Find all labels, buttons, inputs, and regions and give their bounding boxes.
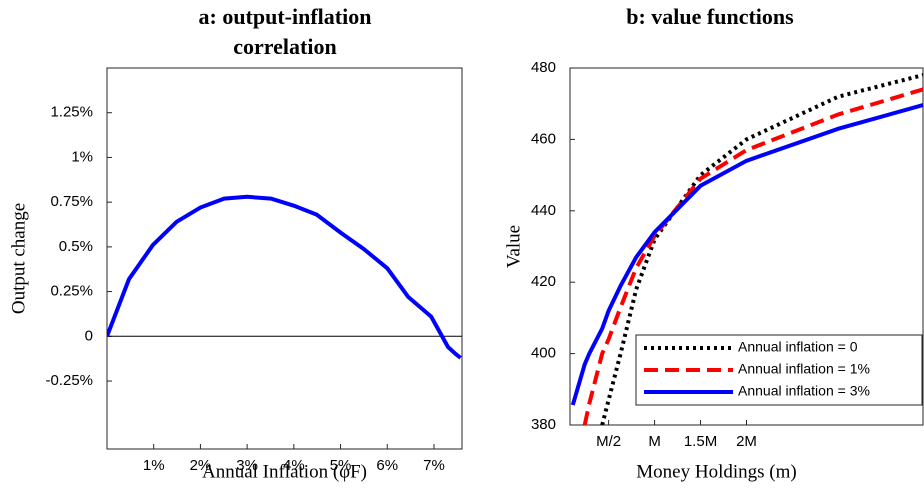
x-tick-label: 4%: [283, 457, 305, 474]
y-tick-label: 460: [531, 130, 556, 147]
x-tick-label: 1.5M: [684, 433, 717, 450]
legend-label: Annual inflation = 1%: [738, 361, 870, 377]
series-line: [582, 87, 923, 425]
x-tick-label: M: [648, 433, 661, 450]
x-tick-label: 6%: [376, 457, 398, 474]
x-tick-label: 2M: [736, 433, 757, 450]
y-tick-label: 420: [531, 273, 556, 290]
x-tick-label: 5%: [330, 457, 352, 474]
y-tick-label: 480: [531, 59, 556, 76]
y-tick-label: 0.25%: [50, 283, 93, 300]
x-tick-label: 7%: [423, 457, 445, 474]
x-tick-label: 1%: [143, 457, 165, 474]
chart-title: b: value functions: [626, 4, 794, 29]
y-tick-label: 380: [531, 416, 556, 433]
x-tick-label: 3%: [236, 457, 258, 474]
y-tick-label: -0.25%: [45, 372, 93, 389]
y-axis-label: Value: [503, 225, 524, 268]
legend-box: [635, 334, 923, 406]
y-tick-label: 0.5%: [59, 238, 93, 255]
y-tick-label: 1.25%: [50, 104, 93, 121]
series-line: [570, 103, 923, 406]
legend-label: Annual inflation = 3%: [738, 383, 870, 399]
y-tick-label: 400: [531, 345, 556, 362]
series-line: [107, 194, 462, 360]
x-tick-label: 2%: [190, 457, 212, 474]
y-tick-label: 0.75%: [50, 193, 93, 210]
y-tick-label: 440: [531, 202, 556, 219]
legend-label: Annual inflation = 0: [738, 339, 858, 355]
x-axis-label: Money Holdings (m): [636, 461, 796, 482]
y-tick-label: 1%: [71, 148, 93, 165]
y-axis-label: Output change: [8, 203, 29, 314]
chart-title: a: output-inflation correlation: [198, 4, 372, 59]
plot-frame: [106, 67, 463, 450]
x-axis-label: Annual Inflation (φF): [202, 461, 367, 482]
y-tick-label: 0: [85, 327, 93, 344]
x-tick-label: M/2: [596, 433, 621, 450]
